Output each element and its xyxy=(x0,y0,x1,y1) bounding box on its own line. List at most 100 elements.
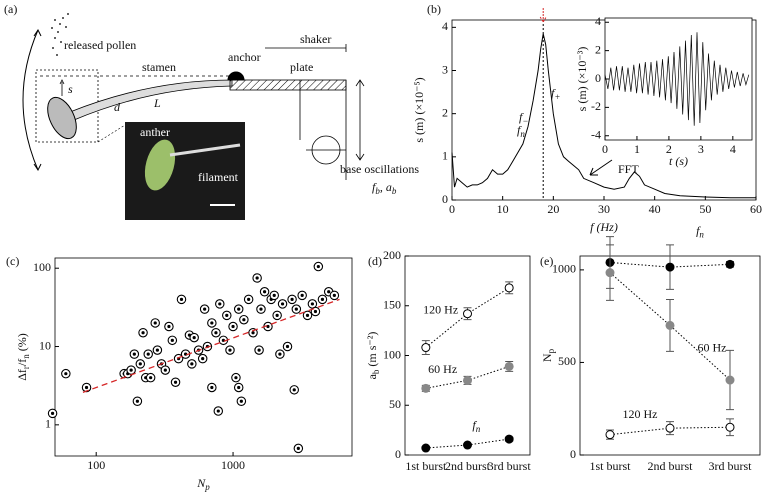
x-tick-label: 50 xyxy=(699,202,711,216)
y-tick-label: -2 xyxy=(591,99,601,113)
marker xyxy=(665,423,675,433)
text-part: (%) xyxy=(15,333,29,354)
stamen-shape xyxy=(69,79,233,121)
x-tick-label: 2nd burst xyxy=(648,459,694,473)
series-label: 120 Hz xyxy=(423,302,458,316)
photo-anther xyxy=(144,139,176,191)
point xyxy=(233,382,244,393)
x-axis-label: Np xyxy=(196,476,210,492)
cam-shape xyxy=(306,135,346,165)
point-dot xyxy=(153,321,157,325)
point-dot xyxy=(251,331,255,335)
point xyxy=(313,261,324,272)
x-tick-label: 1000 xyxy=(221,458,245,472)
point xyxy=(160,365,171,375)
point-dot xyxy=(310,302,314,306)
marker xyxy=(463,309,472,319)
y-tick-label: 2 xyxy=(595,42,601,56)
y-tick-label: 0 xyxy=(442,192,448,206)
x-tick-label: 2 xyxy=(666,142,672,156)
point-dot xyxy=(294,307,298,311)
panel-label: (e) xyxy=(540,254,553,268)
marker xyxy=(504,283,514,293)
point xyxy=(150,318,160,328)
x-tick-label: 1 xyxy=(634,142,640,156)
point xyxy=(272,310,282,321)
marker xyxy=(421,383,431,393)
text-part: Δf xyxy=(15,369,29,381)
point xyxy=(293,443,304,454)
point-dot xyxy=(214,331,218,335)
diagram xyxy=(22,13,365,220)
marker xyxy=(463,375,472,385)
point-dot xyxy=(237,385,241,390)
label: anchor xyxy=(228,50,261,64)
point xyxy=(252,273,262,283)
series-label: 60 Hz xyxy=(698,340,727,354)
point-dot xyxy=(50,411,55,415)
y-tick-label: 0 xyxy=(395,447,401,461)
point xyxy=(228,321,238,332)
point-dot xyxy=(135,399,139,403)
label: stamen xyxy=(142,60,176,74)
point-dot xyxy=(218,302,222,306)
x-tick-label: 20 xyxy=(547,202,559,216)
point xyxy=(207,382,217,393)
marker xyxy=(504,361,514,371)
label: anther xyxy=(140,125,170,139)
point xyxy=(277,299,288,309)
point xyxy=(207,318,217,328)
marker xyxy=(725,422,735,432)
annotation: FFT xyxy=(618,162,639,176)
marker xyxy=(504,434,514,444)
point-dot xyxy=(272,293,276,297)
text-part: f xyxy=(372,180,377,194)
y-tick-label: 100 xyxy=(383,347,401,361)
point-dot xyxy=(280,302,285,306)
point-dot xyxy=(167,324,171,329)
point xyxy=(291,304,302,314)
text-part: n xyxy=(21,354,31,359)
point-dot xyxy=(225,313,229,317)
label: d xyxy=(114,100,121,114)
text-part: f xyxy=(551,86,556,100)
label: L xyxy=(153,96,161,110)
y-tick-label: 1000 xyxy=(552,262,576,276)
plate-shape xyxy=(229,79,347,91)
pollen-dots xyxy=(51,13,69,56)
point xyxy=(256,304,266,314)
text-part: f xyxy=(517,123,522,137)
point xyxy=(243,294,254,305)
point xyxy=(187,359,197,369)
point xyxy=(302,310,313,321)
anther-shape xyxy=(47,96,77,140)
point-dot xyxy=(332,293,336,297)
point-dot xyxy=(146,352,150,356)
x-tick-label: 60 xyxy=(750,202,762,216)
point-dot xyxy=(132,352,136,356)
point xyxy=(126,365,136,375)
point-dot xyxy=(242,318,246,322)
point-dot xyxy=(313,309,318,314)
y-tick-label: 0 xyxy=(595,71,601,85)
annotation: f− xyxy=(519,110,528,126)
point-dot xyxy=(170,338,174,342)
point-dot xyxy=(203,307,207,311)
y-axis-label: s (m) (×10⁻⁵) xyxy=(412,77,426,142)
point-dot xyxy=(228,348,232,352)
point xyxy=(152,345,163,355)
marker xyxy=(725,375,735,385)
point-dot xyxy=(138,362,142,366)
fit-line xyxy=(82,298,340,393)
label: shaker xyxy=(300,32,331,46)
x-axis-label: f (Hz) xyxy=(590,220,618,234)
point xyxy=(129,349,140,359)
point-dot xyxy=(257,348,261,352)
point-dot xyxy=(190,362,194,366)
point-dot xyxy=(300,293,304,297)
text-part: p xyxy=(546,348,556,353)
panel-label: (d) xyxy=(368,254,382,268)
marker xyxy=(665,320,675,330)
label: s xyxy=(68,82,73,96)
point xyxy=(176,294,187,305)
